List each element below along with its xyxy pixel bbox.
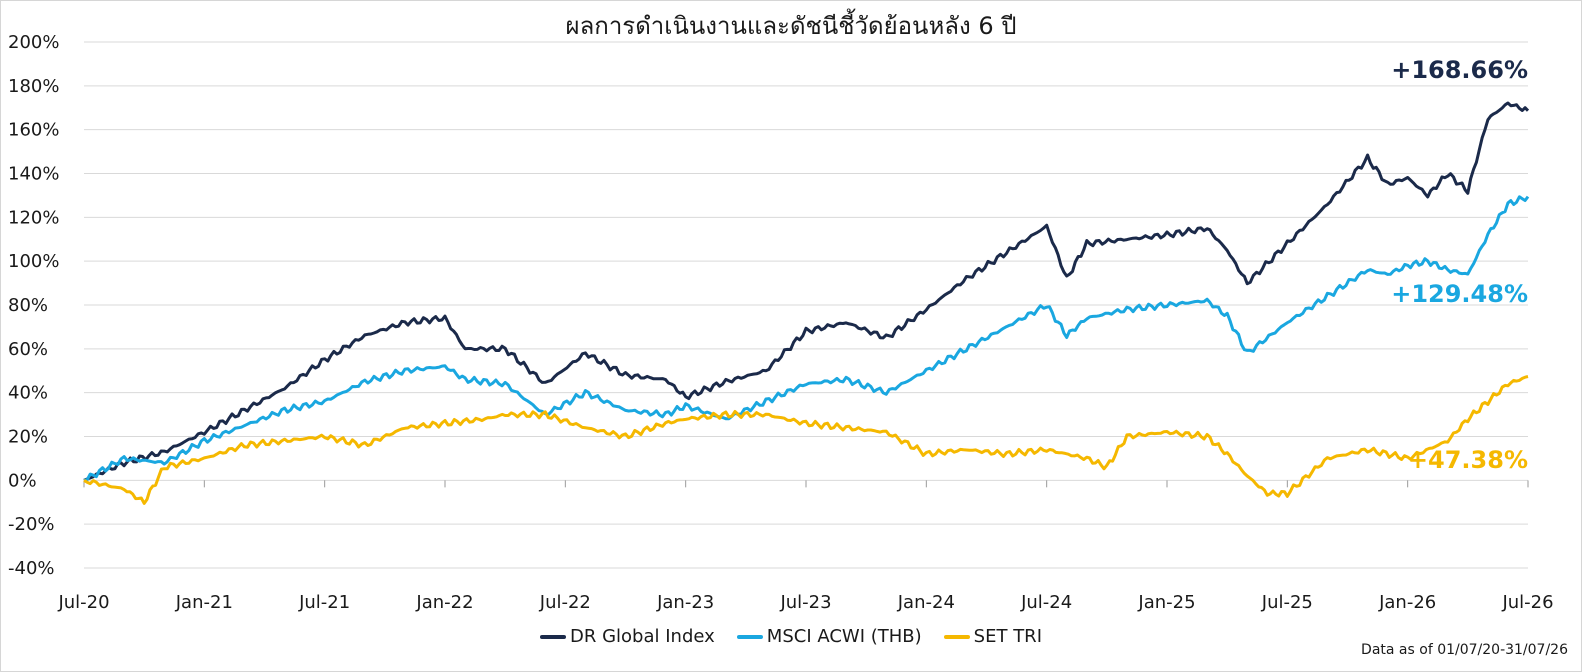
x-tick-label: Jul-26	[1501, 592, 1553, 613]
y-tick-label: -20%	[8, 514, 55, 535]
end-value-label: +129.48%	[1391, 280, 1528, 308]
legend-item-msci-acwi[interactable]: MSCI ACWI (THB)	[736, 626, 922, 647]
y-tick-label: 200%	[8, 32, 59, 53]
end-value-label: +168.66%	[1391, 56, 1528, 84]
x-axis-ticks: Jul-20 Jan-21 Jul-21 Jan-22 Jul-22 Jan-23 Jul-…	[57, 480, 1554, 613]
x-tick-label: Jan-22	[415, 592, 473, 613]
y-tick-label: 120%	[8, 207, 59, 228]
legend-label: DR Global Index	[570, 626, 715, 647]
y-tick-label: 80%	[8, 295, 48, 316]
series-lines	[83, 101, 1530, 505]
gridlines	[84, 41, 1528, 569]
y-tick-label: 100%	[8, 251, 59, 272]
x-tick-label: Jul-21	[298, 592, 350, 613]
data-date-footnote: Data as of 01/07/20-31/07/26	[1361, 642, 1568, 658]
y-tick-label: 180%	[8, 76, 59, 97]
y-tick-label: 60%	[8, 339, 48, 360]
series-line-msci-acwi-thb	[83, 195, 1530, 482]
x-tick-label: Jul-23	[779, 592, 831, 613]
x-tick-label: Jul-22	[539, 592, 591, 613]
x-tick-label: Jan-23	[656, 592, 714, 613]
x-tick-label: Jan-21	[175, 592, 233, 613]
legend: DR Global Index MSCI ACWI (THB) SET TRI	[0, 626, 1582, 647]
end-value-labels: +168.66% +129.48% +47.38%	[1391, 56, 1528, 474]
y-axis-ticks: 200% 180% 160% 140% 120% 100% 80% 60% 40% 20% 0% -2…	[8, 32, 59, 579]
y-tick-label: 0%	[8, 470, 37, 491]
legend-swatch	[943, 634, 970, 639]
series-line-dr-global-index	[83, 101, 1530, 482]
legend-item-dr-global[interactable]: DR Global Index	[540, 626, 715, 647]
x-tick-label: Jul-25	[1261, 592, 1313, 613]
legend-label: MSCI ACWI (THB)	[766, 626, 922, 647]
x-tick-label: Jul-24	[1020, 592, 1072, 613]
y-tick-label: 40%	[8, 383, 48, 404]
x-tick-label: Jan-25	[1137, 592, 1195, 613]
legend-swatch	[736, 634, 763, 639]
end-value-label: +47.38%	[1408, 446, 1528, 474]
x-tick-label: Jan-24	[897, 592, 955, 613]
series-line-set-tri	[83, 375, 1529, 505]
legend-label: SET TRI	[973, 626, 1042, 647]
y-tick-label: 20%	[8, 427, 48, 448]
y-tick-label: -40%	[8, 558, 55, 579]
y-tick-label: 140%	[8, 164, 59, 185]
legend-swatch	[540, 634, 566, 639]
y-tick-label: 160%	[8, 120, 59, 141]
x-tick-label: Jul-20	[57, 592, 109, 613]
chart-title: ผลการดำเนินงานและดัชนีชี้วัดย้อนหลัง 6 ป…	[566, 8, 1017, 40]
x-tick-label: Jan-26	[1378, 592, 1436, 613]
legend-item-set-tri[interactable]: SET TRI	[943, 626, 1042, 647]
